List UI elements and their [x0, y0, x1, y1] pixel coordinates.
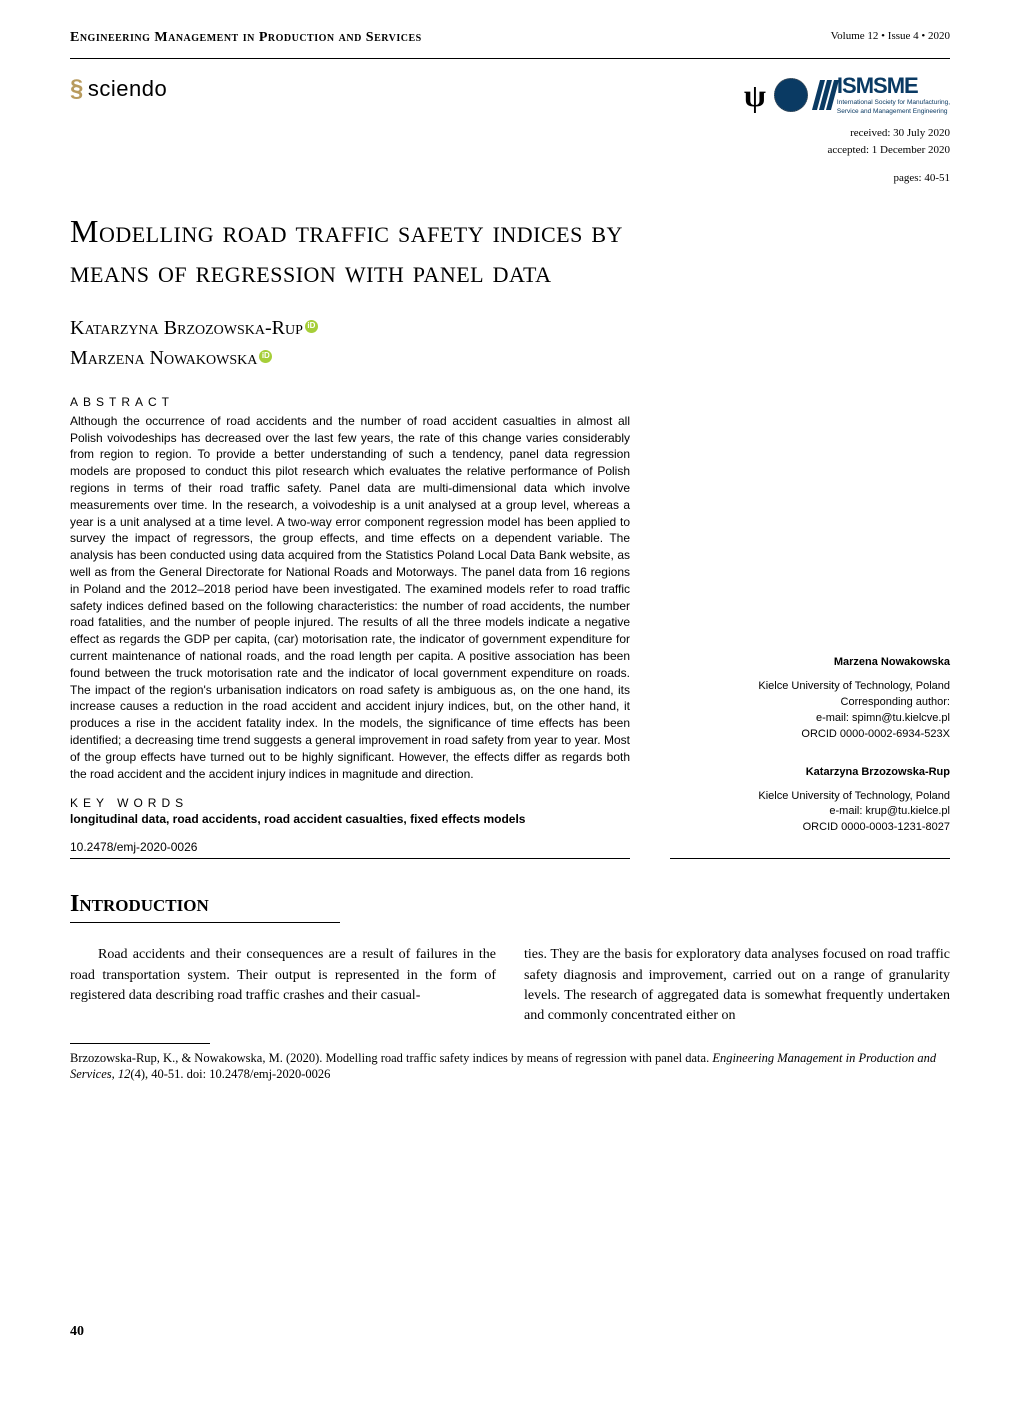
header-bar: Engineering Management in Production and…: [70, 30, 950, 46]
page-number: 40: [70, 1324, 84, 1340]
citation-text: Brzozowska-Rup, K., & Nowakowska, M. (20…: [70, 1050, 950, 1084]
page-container: Engineering Management in Production and…: [70, 30, 950, 1370]
header-rule: [70, 58, 950, 59]
keywords-text: longitudinal data, road accidents, road …: [70, 812, 630, 826]
volume-info: Volume 12 • Issue 4 • 2020: [831, 30, 950, 42]
abstract-area: ABSTRACT Although the occurrence of road…: [70, 395, 950, 860]
journal-name: Engineering Management in Production and…: [70, 30, 422, 46]
sciendo-label: sciendo: [88, 76, 167, 102]
intro-para-1: Road accidents and their consequences ar…: [70, 945, 496, 1006]
intro-column-1: Road accidents and their consequences ar…: [70, 945, 496, 1026]
logo-row: § sciendo ψ ISMSME International Society…: [70, 75, 950, 115]
psi-logo-icon: ψ: [744, 77, 766, 114]
introduction-heading: Introduction: [70, 891, 950, 918]
ismsme-text-block: ISMSME International Society for Manufac…: [837, 75, 950, 115]
author-line-2: Marzena Nowakowska: [70, 343, 950, 373]
dates-pages-block: received: 30 July 2020 accepted: 1 Decem…: [70, 125, 950, 187]
author-info-email: e-mail: krup@tu.kielce.pl: [670, 804, 950, 820]
ismsme-stripes-icon: [816, 80, 835, 110]
corresponding-author-block: Marzena Nowakowska Kielce University of …: [670, 655, 950, 743]
received-date: received: 30 July 2020: [70, 125, 950, 142]
authors-block: Katarzyna Brzozowska-Rup Marzena Nowakow…: [70, 313, 950, 373]
author-info-name: Katarzyna Brzozowska-Rup: [670, 765, 950, 781]
ismsme-label: ISMSME: [837, 75, 950, 97]
abstract-heading: ABSTRACT: [70, 395, 630, 409]
abstract-bottom-rule: [70, 858, 630, 859]
abstract-text: Although the occurrence of road accident…: [70, 413, 630, 783]
citation-rule: [70, 1043, 210, 1044]
introduction-columns: Road accidents and their consequences ar…: [70, 945, 950, 1026]
intro-para-2: ties. They are the basis for exploratory…: [524, 945, 950, 1026]
citation-suffix: (4), 40-51. doi: 10.2478/emj-2020-0026: [130, 1067, 330, 1081]
accepted-date: accepted: 1 December 2020: [70, 142, 950, 159]
ismsme-sub1: International Society for Manufacturing,: [837, 99, 950, 106]
right-logo-group: ψ ISMSME International Society for Manuf…: [744, 75, 950, 115]
author-info-affiliation: Kielce University of Technology, Poland: [670, 789, 950, 805]
author-info-sidebar: Marzena Nowakowska Kielce University of …: [670, 655, 950, 859]
intro-column-2: ties. They are the basis for exploratory…: [524, 945, 950, 1026]
author-info-email: e-mail: spimn@tu.kielcve.pl: [670, 711, 950, 727]
doi-text: 10.2478/emj-2020-0026: [70, 840, 630, 854]
sciendo-logo: § sciendo: [70, 75, 167, 103]
ismsme-sub2: Service and Management Engineering: [837, 108, 950, 115]
keywords-heading: KEY WORDS: [70, 796, 630, 810]
second-author-block: Katarzyna Brzozowska-Rup Kielce Universi…: [670, 765, 950, 837]
author-info-role: Corresponding author:: [670, 695, 950, 711]
orcid-icon[interactable]: [259, 350, 272, 363]
introduction-heading-rule: [70, 922, 340, 923]
orcid-icon[interactable]: [305, 320, 318, 333]
article-title: Modelling road traffic safety indices by…: [70, 211, 690, 291]
pages-range: pages: 40-51: [70, 170, 950, 187]
author-info-name: Marzena Nowakowska: [670, 655, 950, 671]
sidebar-bottom-rule: [670, 858, 950, 859]
author-info-orcid: ORCID 0000-0002-6934-523X: [670, 727, 950, 743]
author-info-orcid: ORCID 0000-0003-1231-8027: [670, 820, 950, 836]
ismsme-logo: ISMSME International Society for Manufac…: [816, 75, 950, 115]
author2-name: Marzena Nowakowska: [70, 347, 257, 369]
citation-prefix: Brzozowska-Rup, K., & Nowakowska, M. (20…: [70, 1051, 712, 1065]
author-line-1: Katarzyna Brzozowska-Rup: [70, 313, 950, 343]
author-info-affiliation: Kielce University of Technology, Poland: [670, 679, 950, 695]
sciendo-mark-icon: §: [70, 75, 84, 103]
circle-badge-icon: [774, 78, 808, 112]
author1-name: Katarzyna Brzozowska-Rup: [70, 317, 303, 339]
abstract-left-column: ABSTRACT Although the occurrence of road…: [70, 395, 630, 860]
